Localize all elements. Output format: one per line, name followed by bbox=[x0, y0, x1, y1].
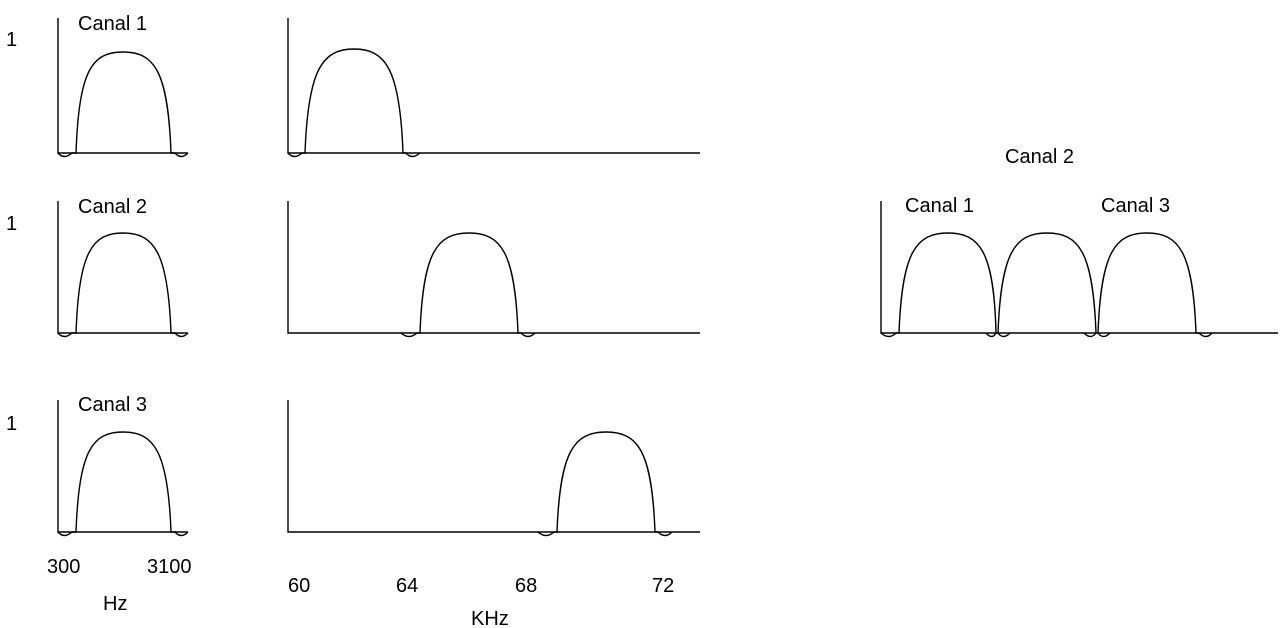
baseband-spectrum-2 bbox=[57, 232, 189, 338]
combined-spectrum-1 bbox=[880, 232, 997, 338]
combined-spectrum-3 bbox=[1097, 232, 1213, 338]
baseband-channel-2-label: Canal 2 bbox=[78, 196, 147, 218]
baseband-spectrum-3 bbox=[57, 431, 189, 537]
translated-tick-72: 72 bbox=[652, 575, 674, 597]
translated-axes-2 bbox=[287, 201, 700, 334]
translated-axes-1 bbox=[287, 18, 700, 154]
combined-channel-2-label: Canal 2 bbox=[1005, 146, 1074, 168]
translated-spectrum-1 bbox=[287, 48, 421, 158]
baseband-freq-max-label: 3100 bbox=[147, 556, 192, 578]
baseband-spectrum-1 bbox=[57, 51, 189, 158]
baseband-channel-3-label: Canal 3 bbox=[78, 394, 147, 416]
combined-channel-1-label: Canal 1 bbox=[905, 195, 974, 217]
translated-tick-68: 68 bbox=[515, 575, 537, 597]
translated-tick-64: 64 bbox=[396, 575, 418, 597]
translated-unit-label: KHz bbox=[471, 608, 509, 628]
baseband-freq-min-label: 300 bbox=[47, 556, 80, 578]
combined-spectrum-2 bbox=[997, 232, 1097, 338]
translated-axes-3 bbox=[287, 400, 700, 533]
translated-spectrum-2 bbox=[400, 232, 536, 338]
baseband-y-value-3: 1 bbox=[6, 413, 17, 435]
baseband-channel-1-label: Canal 1 bbox=[78, 13, 147, 35]
combined-channel-3-label: Canal 3 bbox=[1101, 195, 1170, 217]
translated-spectrum-3 bbox=[537, 431, 673, 537]
baseband-y-value-2: 1 bbox=[6, 213, 17, 235]
baseband-unit-label: Hz bbox=[103, 593, 127, 615]
translated-tick-60: 60 bbox=[288, 575, 310, 597]
baseband-y-value-1: 1 bbox=[6, 29, 17, 51]
combined-axes bbox=[880, 201, 1278, 334]
